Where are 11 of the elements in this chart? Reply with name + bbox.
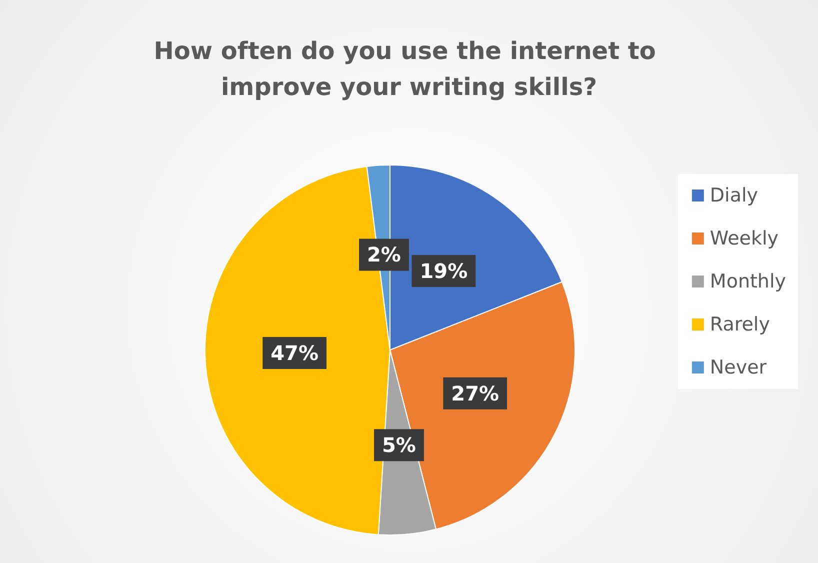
chart-title: How often do you use the internet to improve your writing skills? [154,37,664,101]
data-label: 47% [270,341,318,365]
legend-label: Never [710,356,767,378]
legend-label: Monthly [710,270,786,292]
legend-label: Rarely [710,314,770,336]
data-label: 5% [382,433,416,458]
data-label: 2% [367,242,401,267]
legend-label: Dialy [710,184,758,206]
data-label: 19% [420,259,468,284]
legend-label: Weekly [710,228,779,250]
data-label: 27% [451,381,500,406]
